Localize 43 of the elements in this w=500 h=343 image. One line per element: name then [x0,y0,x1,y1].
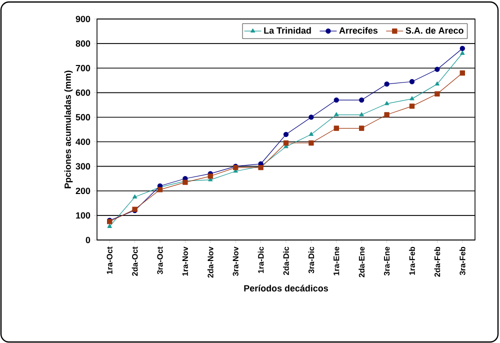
point [409,79,415,84]
point [132,194,138,198]
legend-label: S.A. de Areco [406,27,464,34]
y-tick-label: 0 [86,236,90,244]
point [410,96,414,100]
x-axis-title: Períodos decádicos [244,284,328,292]
point [359,97,364,103]
y-tick-label: 500 [76,114,90,120]
point [107,224,112,228]
point [258,164,264,170]
y-tick-label: 400 [76,138,90,145]
y-tick-label: 300 [76,163,90,170]
point [384,112,390,118]
y-tick-label: 800 [76,40,90,47]
point [434,81,440,86]
point [157,187,163,192]
point [283,140,289,146]
point [334,97,339,103]
y-tick-label: 700 [76,64,90,72]
point [308,140,314,146]
point [434,66,440,72]
point [334,126,339,131]
point [334,112,339,116]
y-axis-title: Ppciones acumuladas (mm) [64,70,73,188]
y-tick-label: 200 [76,188,90,194]
y-tick-label: 600 [76,89,90,96]
point [308,132,314,136]
point [308,114,314,120]
point [409,104,415,109]
y-tick-label: 900 [76,16,90,22]
point [208,174,213,179]
point [384,101,390,106]
point [359,112,364,116]
point [460,70,465,76]
point [434,91,440,96]
point [460,46,465,52]
legend-label: La Trinidad [264,27,311,34]
point [283,132,289,137]
point [384,81,390,87]
point [460,50,465,55]
legend-label: Arrecifes [339,27,378,34]
point [359,126,364,131]
y-tick-label: 100 [76,212,90,219]
